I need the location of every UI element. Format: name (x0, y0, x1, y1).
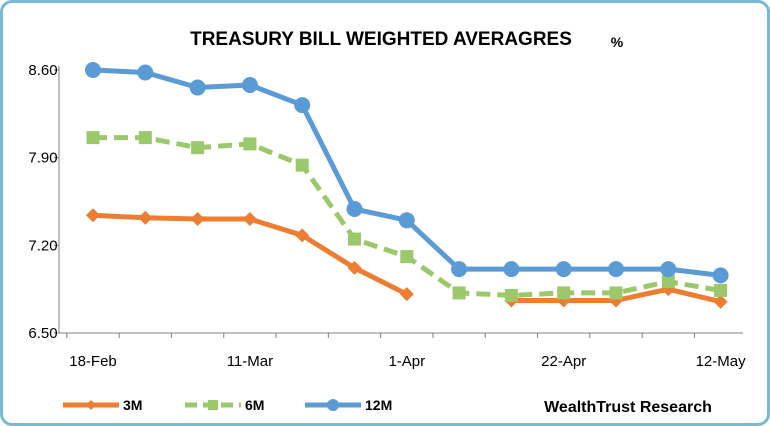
data-point (347, 260, 362, 275)
data-point (242, 212, 257, 227)
legend-item-3m: 3M (63, 397, 142, 413)
data-point (398, 212, 415, 229)
y-tick-label: 7.20 (28, 237, 57, 254)
y-tick-label: 6.50 (28, 325, 57, 342)
data-point (137, 64, 154, 81)
data-point (138, 210, 153, 225)
series-3m (86, 208, 728, 309)
data-point (294, 97, 311, 114)
legend-item-12m: 12M (305, 397, 392, 413)
x-tick-label: 1-Apr (388, 353, 425, 370)
series-layer (85, 62, 729, 309)
data-point (241, 77, 258, 94)
x-tick-label: 22-Apr (541, 353, 586, 370)
chart-title: TREASURY BILL WEIGHTED AVERAGRES (190, 29, 572, 50)
line-chart: TREASURY BILL WEIGHTED AVERAGRES % Wealt… (28, 29, 746, 416)
x-tick-label: 11-Mar (227, 353, 273, 370)
data-point (557, 286, 571, 300)
unit-label: % (611, 34, 624, 50)
data-point (189, 79, 206, 96)
data-point (85, 62, 101, 78)
series-line (92, 67, 721, 278)
data-point (660, 261, 677, 278)
data-point (555, 261, 572, 278)
data-point (661, 275, 675, 289)
data-point (712, 267, 729, 284)
legend-label: 3M (123, 397, 142, 413)
credit-text: WealthTrust Research (544, 399, 712, 416)
data-point (503, 261, 520, 278)
data-point (243, 137, 257, 151)
y-tick-label: 7.90 (28, 150, 57, 167)
legend-marker (208, 400, 218, 410)
legend-item-6m: 6M (185, 397, 264, 413)
data-point (86, 208, 100, 223)
data-point (295, 228, 310, 243)
y-tick-label: 8.60 (28, 62, 57, 79)
data-point (451, 261, 468, 278)
data-point (504, 288, 518, 302)
data-point (608, 261, 624, 278)
data-point (86, 131, 100, 145)
x-tick-label: 18-Feb (69, 353, 117, 370)
data-point (609, 286, 623, 300)
data-point (190, 212, 205, 227)
series-line (92, 212, 408, 297)
legend-label: 6M (245, 397, 264, 413)
data-point (295, 158, 309, 172)
data-point (713, 294, 728, 309)
data-point (191, 141, 205, 155)
series-12m (85, 62, 729, 284)
legend-marker (327, 399, 339, 411)
series-6m (86, 131, 728, 302)
data-point (452, 286, 466, 300)
legend-marker (86, 400, 96, 410)
data-point (138, 131, 152, 145)
data-point (346, 201, 363, 218)
data-point (714, 283, 728, 297)
data-point (399, 287, 414, 302)
legend-label: 12M (365, 397, 392, 413)
x-tick-label: 12-May (696, 353, 747, 370)
data-point (348, 232, 361, 246)
axes: 8.60 7.90 7.20 6.50 18-Feb 11-Mar 1-Apr 22-Apr 1… (28, 62, 746, 370)
legend: 3M 6M 12M (63, 397, 392, 413)
data-point (400, 250, 414, 264)
